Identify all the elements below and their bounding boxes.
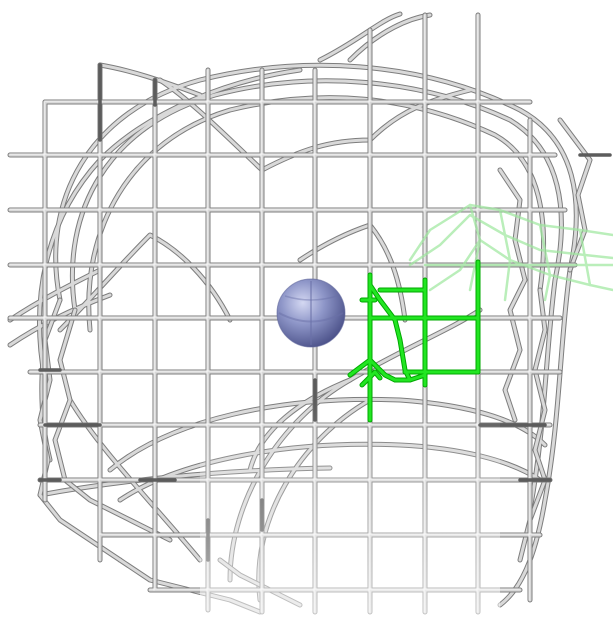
depth-fade (200, 400, 500, 617)
ghost-selection (408, 203, 613, 302)
selected-region[interactable] (347, 259, 481, 423)
sphere-marker-icon[interactable] (276, 278, 346, 348)
